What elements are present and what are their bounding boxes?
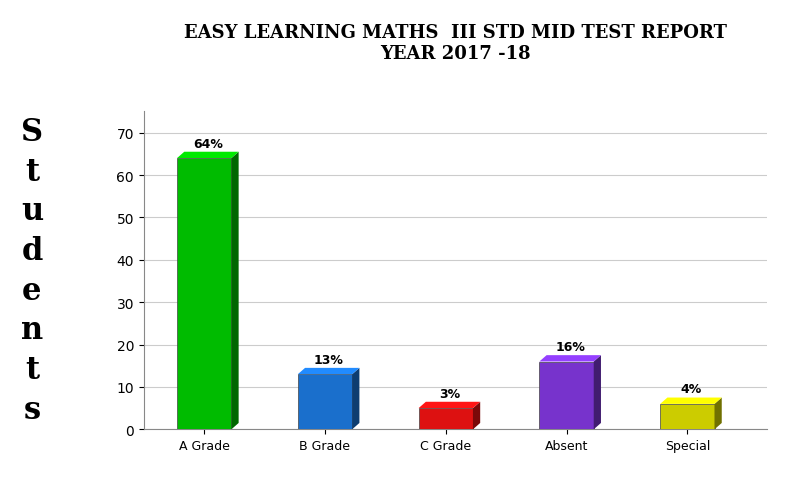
- Text: u: u: [21, 196, 43, 227]
- Text: d: d: [22, 236, 42, 266]
- Polygon shape: [352, 368, 360, 429]
- Polygon shape: [419, 402, 480, 408]
- Polygon shape: [232, 152, 239, 429]
- Polygon shape: [594, 355, 601, 429]
- Polygon shape: [177, 152, 239, 159]
- Text: n: n: [21, 315, 43, 346]
- Polygon shape: [298, 368, 360, 374]
- Text: 16%: 16%: [555, 340, 585, 353]
- Bar: [298, 374, 352, 429]
- Bar: [660, 404, 714, 429]
- Text: s: s: [23, 394, 41, 425]
- Bar: [177, 159, 232, 429]
- Text: 3%: 3%: [439, 387, 460, 400]
- Text: S: S: [21, 117, 43, 147]
- Polygon shape: [539, 355, 601, 362]
- Text: 64%: 64%: [193, 137, 223, 150]
- Text: EASY LEARNING MATHS  III STD MID TEST REPORT
YEAR 2017 -18: EASY LEARNING MATHS III STD MID TEST REP…: [184, 24, 727, 63]
- Text: t: t: [25, 354, 39, 386]
- Text: 4%: 4%: [680, 383, 702, 396]
- Bar: [539, 362, 594, 429]
- Polygon shape: [473, 402, 480, 429]
- Polygon shape: [660, 398, 721, 404]
- Bar: [419, 408, 473, 429]
- Text: t: t: [25, 156, 39, 187]
- Polygon shape: [714, 398, 721, 429]
- Text: 13%: 13%: [314, 353, 344, 366]
- Text: e: e: [22, 275, 42, 306]
